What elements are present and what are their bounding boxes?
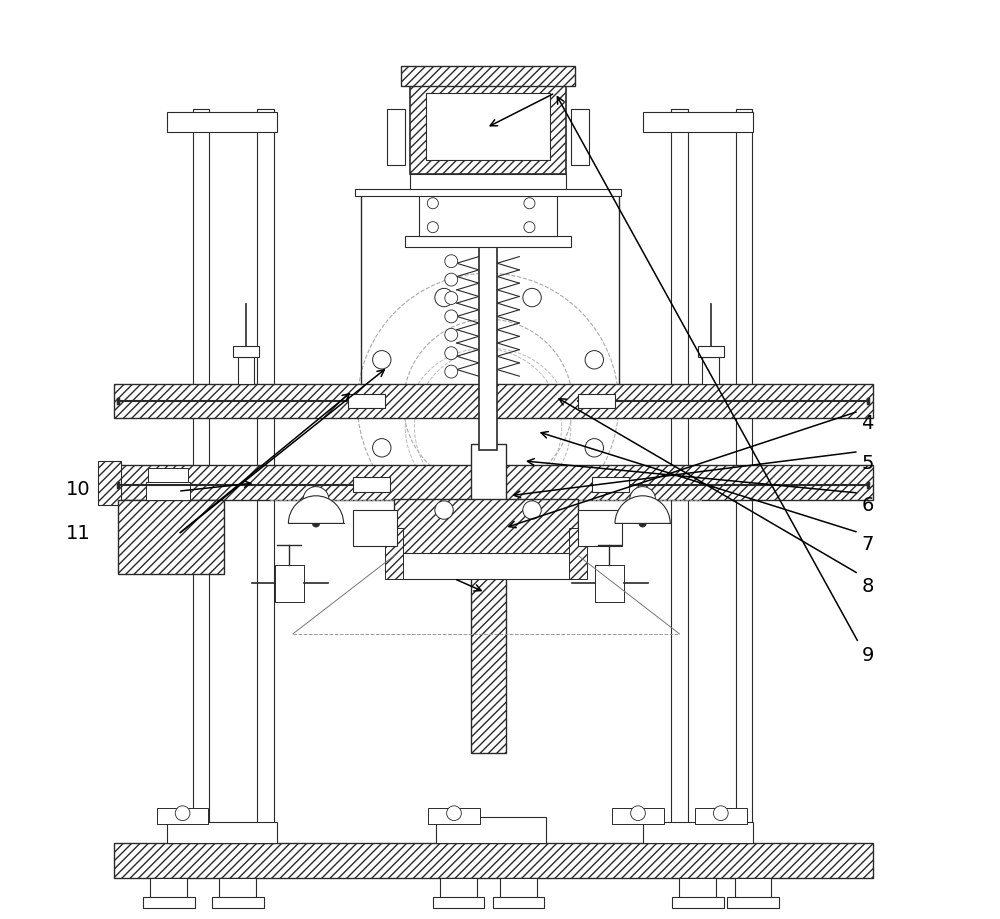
Bar — [387, 110, 405, 165]
Circle shape — [373, 351, 391, 369]
Bar — [212, 897, 264, 908]
Wedge shape — [615, 496, 670, 524]
Circle shape — [524, 222, 535, 233]
Bar — [735, 878, 771, 901]
Bar — [698, 346, 724, 357]
Circle shape — [631, 806, 645, 821]
Circle shape — [373, 439, 391, 458]
Bar — [353, 510, 397, 547]
Circle shape — [445, 347, 458, 360]
Circle shape — [523, 501, 541, 519]
Bar — [736, 110, 752, 843]
Bar — [150, 878, 187, 901]
Bar — [493, 897, 544, 908]
Text: 9: 9 — [862, 645, 874, 664]
Text: 8: 8 — [862, 576, 874, 596]
Circle shape — [435, 289, 453, 308]
Circle shape — [445, 255, 458, 268]
Bar — [257, 110, 274, 843]
Text: 5: 5 — [862, 454, 874, 473]
Bar — [348, 394, 385, 409]
Bar — [569, 528, 587, 579]
Bar — [238, 357, 254, 385]
Circle shape — [585, 439, 603, 458]
Bar — [433, 897, 484, 908]
Bar — [643, 823, 753, 843]
Circle shape — [435, 501, 453, 519]
Bar — [401, 67, 575, 87]
Bar — [394, 499, 578, 556]
Bar — [410, 87, 566, 175]
Circle shape — [585, 351, 603, 369]
Bar — [671, 110, 688, 843]
Bar — [118, 501, 224, 574]
Bar — [571, 110, 589, 165]
Circle shape — [630, 487, 655, 513]
Bar — [275, 565, 304, 602]
Bar — [643, 113, 753, 133]
Circle shape — [303, 487, 329, 513]
Bar — [157, 808, 208, 824]
Circle shape — [524, 199, 535, 210]
Circle shape — [445, 274, 458, 287]
Bar — [410, 175, 566, 193]
Circle shape — [713, 806, 728, 821]
Bar — [695, 808, 747, 824]
Bar — [471, 445, 506, 516]
Bar — [219, 878, 256, 901]
Bar — [440, 878, 477, 901]
Bar — [146, 482, 190, 501]
Bar — [114, 843, 873, 878]
Bar — [612, 808, 664, 824]
Text: 10: 10 — [66, 480, 90, 498]
Circle shape — [175, 806, 190, 821]
Bar — [385, 528, 403, 579]
Bar — [578, 394, 615, 409]
Circle shape — [427, 199, 438, 210]
Bar — [355, 189, 621, 197]
Bar — [233, 346, 259, 357]
Bar — [595, 565, 624, 602]
Circle shape — [427, 222, 438, 233]
Text: 6: 6 — [862, 495, 874, 515]
Circle shape — [639, 520, 646, 528]
Bar — [578, 510, 622, 547]
Circle shape — [445, 329, 458, 342]
Wedge shape — [288, 496, 344, 524]
Bar — [167, 823, 277, 843]
Bar — [114, 466, 873, 501]
Circle shape — [445, 292, 458, 305]
Bar — [436, 817, 546, 843]
Circle shape — [312, 520, 320, 528]
Bar — [727, 897, 779, 908]
Text: 7: 7 — [862, 535, 874, 554]
Circle shape — [447, 806, 461, 821]
Bar — [353, 478, 390, 493]
Bar — [98, 461, 121, 505]
Bar — [471, 516, 506, 754]
Text: 4: 4 — [862, 414, 874, 433]
Bar — [428, 808, 480, 824]
Bar — [193, 110, 209, 843]
Bar — [402, 553, 571, 579]
Text: 11: 11 — [66, 524, 91, 542]
Bar — [592, 478, 629, 493]
Bar — [426, 94, 550, 161]
Circle shape — [523, 289, 541, 308]
Bar — [114, 385, 873, 418]
Circle shape — [445, 366, 458, 379]
Bar — [167, 113, 277, 133]
Bar — [479, 207, 497, 450]
Bar — [405, 237, 571, 248]
Bar — [702, 357, 719, 385]
Bar — [679, 878, 716, 901]
Bar — [419, 193, 557, 237]
Circle shape — [445, 311, 458, 323]
Bar — [672, 897, 724, 908]
Bar — [148, 469, 188, 482]
Bar — [143, 897, 195, 908]
Bar — [500, 878, 537, 901]
